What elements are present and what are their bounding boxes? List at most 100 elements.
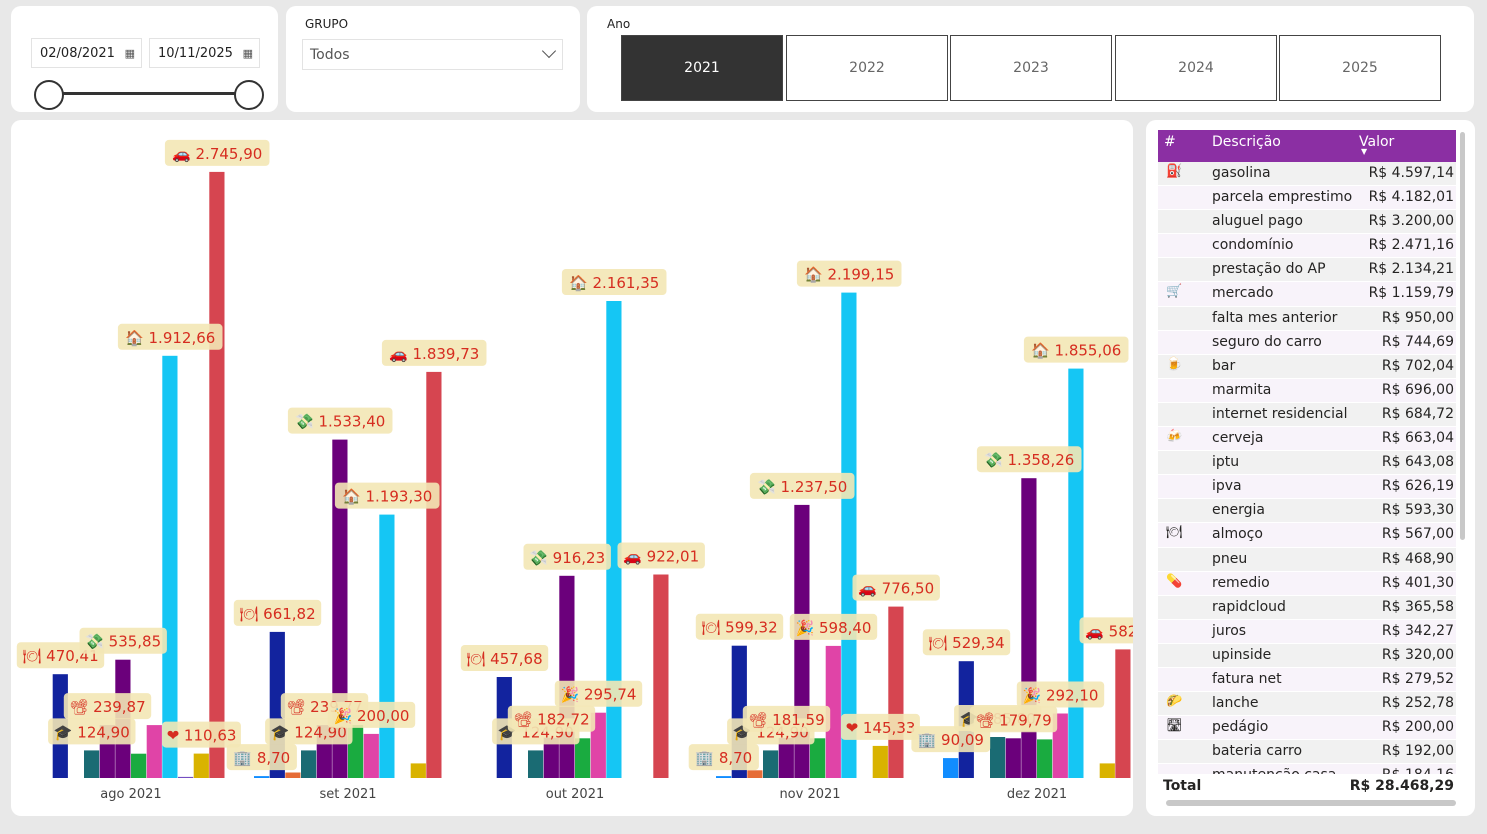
header-descricao[interactable]: Descrição [1212, 134, 1281, 150]
table-row[interactable]: pneu R$ 468,90 [1158, 547, 1456, 572]
date-slider-start-handle[interactable] [34, 80, 64, 110]
bar[interactable] [1115, 649, 1131, 778]
row-value: R$ 468,90 [1381, 550, 1454, 567]
table-row[interactable]: 🍽 almoço R$ 567,00 [1158, 523, 1456, 548]
table-row[interactable]: upinside R$ 320,00 [1158, 643, 1456, 668]
table-row[interactable]: internet residencial R$ 684,72 [1158, 402, 1456, 428]
bar[interactable] [528, 750, 544, 778]
bar[interactable] [1068, 368, 1084, 778]
year-button-2021[interactable]: 2021 [621, 35, 783, 101]
row-description: mercado [1212, 285, 1274, 302]
bar[interactable] [872, 745, 888, 778]
table-row[interactable]: 💊 remedio R$ 401,30 [1158, 571, 1456, 596]
bar[interactable] [990, 737, 1006, 778]
bar[interactable] [178, 776, 194, 778]
bar[interactable] [888, 606, 904, 778]
bar[interactable] [1037, 739, 1053, 778]
data-label: ❤ 110,63 [162, 721, 241, 748]
bar[interactable] [193, 753, 209, 778]
year-button-2022[interactable]: 2022 [786, 35, 948, 101]
year-button-2024[interactable]: 2024 [1115, 35, 1277, 101]
bar[interactable] [559, 575, 575, 778]
calendar-icon[interactable]: ▦ [242, 47, 253, 60]
svg-text:🏠 1.193,30: 🏠 1.193,30 [342, 488, 432, 506]
table-row[interactable]: iptu R$ 643,08 [1158, 451, 1456, 476]
bar[interactable] [84, 750, 100, 778]
data-label: 🎉 292,10 [1016, 681, 1105, 708]
bar[interactable] [285, 772, 301, 779]
table-row[interactable]: fatura net R$ 279,52 [1158, 667, 1456, 693]
table-row[interactable]: condomínio R$ 2.471,16 [1158, 234, 1456, 259]
data-label: 📽 179,79 [969, 706, 1058, 733]
bar[interactable] [653, 574, 669, 779]
table-row[interactable]: marmita R$ 696,00 [1158, 378, 1456, 403]
table-row[interactable]: prestação do AP R$ 2.134,21 [1158, 258, 1456, 283]
bar[interactable] [778, 737, 794, 778]
bar[interactable] [379, 514, 395, 778]
calendar-icon[interactable]: ▦ [124, 47, 135, 60]
svg-text:📽 179,79: 📽 179,79 [975, 711, 1051, 729]
svg-text:🚗 1.839,73: 🚗 1.839,73 [389, 345, 479, 363]
chevron-down-icon[interactable] [541, 43, 557, 59]
bar[interactable] [301, 750, 317, 778]
sort-down-icon[interactable]: ▼ [1361, 147, 1368, 156]
start-date-input[interactable]: 02/08/2021 ▦ [31, 38, 142, 68]
bar[interactable] [162, 355, 178, 778]
row-value: R$ 950,00 [1381, 309, 1454, 326]
bar[interactable] [606, 301, 622, 778]
bar[interactable] [363, 733, 379, 778]
bar[interactable] [716, 776, 732, 778]
row-value: R$ 200,00 [1381, 719, 1454, 736]
bar[interactable] [209, 171, 225, 778]
data-label: 💸 1.358,26 [976, 446, 1082, 473]
bar[interactable] [575, 738, 591, 778]
table-row[interactable]: rapidcloud R$ 365,58 [1158, 595, 1456, 620]
table-header: # Descrição Valor ▼ [1158, 130, 1456, 162]
bar[interactable] [841, 292, 857, 778]
year-button-2025[interactable]: 2025 [1279, 35, 1441, 101]
bar[interactable] [426, 371, 442, 778]
table-row[interactable]: 🍺 bar R$ 702,04 [1158, 354, 1456, 379]
total-value: R$ 28.468,29 [1349, 778, 1454, 794]
bar[interactable] [1005, 738, 1021, 778]
bar[interactable] [825, 645, 841, 778]
grupo-select[interactable]: Todos [302, 39, 563, 70]
header-icon-col[interactable]: # [1164, 134, 1176, 150]
table-row[interactable]: bateria carro R$ 192,00 [1158, 740, 1456, 765]
horizontal-scrollbar[interactable] [1166, 800, 1456, 806]
table-row[interactable]: 🌮 lanche R$ 252,78 [1158, 692, 1456, 717]
svg-text:🎓 124,90: 🎓 124,90 [54, 723, 130, 741]
bar[interactable] [763, 750, 779, 778]
bar[interactable] [1099, 763, 1115, 778]
bar[interactable] [146, 725, 162, 778]
table-row[interactable]: manutenção casa R$ 184,16 [1158, 764, 1456, 774]
expenses-bar-chart: ago 2021 set 2021 out 2021 nov 2021 dez 2021… [11, 120, 1167, 816]
date-slider-track[interactable] [47, 92, 247, 95]
bar[interactable] [810, 738, 826, 778]
bar[interactable] [543, 737, 559, 778]
table-row[interactable]: 🍻 cerveja R$ 663,04 [1158, 427, 1456, 452]
svg-text:📽 182,72: 📽 182,72 [513, 711, 589, 729]
bar[interactable] [254, 776, 270, 778]
svg-text:🍽 661,82: 🍽 661,82 [239, 605, 315, 623]
table-row[interactable]: juros R$ 342,27 [1158, 619, 1456, 644]
bar[interactable] [1021, 478, 1037, 778]
year-button-2023[interactable]: 2023 [950, 35, 1112, 101]
header-valor[interactable]: Valor [1359, 134, 1395, 150]
table-row[interactable]: parcela emprestimo R$ 4.182,01 [1158, 186, 1456, 211]
table-row[interactable]: seguro do carro R$ 744,69 [1158, 330, 1456, 355]
table-row[interactable]: energia R$ 593,30 [1158, 499, 1456, 524]
table-row[interactable]: ipva R$ 626,19 [1158, 475, 1456, 500]
table-row[interactable]: 🛒 mercado R$ 1.159,79 [1158, 282, 1456, 307]
table-row[interactable]: aluguel pago R$ 3.200,00 [1158, 210, 1456, 235]
table-row[interactable]: 🛣 pedágio R$ 200,00 [1158, 716, 1456, 741]
vertical-scrollbar[interactable] [1460, 132, 1465, 540]
date-slider-end-handle[interactable] [234, 80, 264, 110]
bar[interactable] [943, 758, 959, 778]
table-row[interactable]: ⛽ gasolina R$ 4.597,14 [1158, 162, 1456, 187]
bar[interactable] [131, 753, 147, 778]
table-row[interactable]: falta mes anterior R$ 950,00 [1158, 306, 1456, 331]
bar[interactable] [410, 763, 426, 778]
end-date-input[interactable]: 10/11/2025 ▦ [149, 38, 260, 68]
bar[interactable] [747, 770, 763, 778]
